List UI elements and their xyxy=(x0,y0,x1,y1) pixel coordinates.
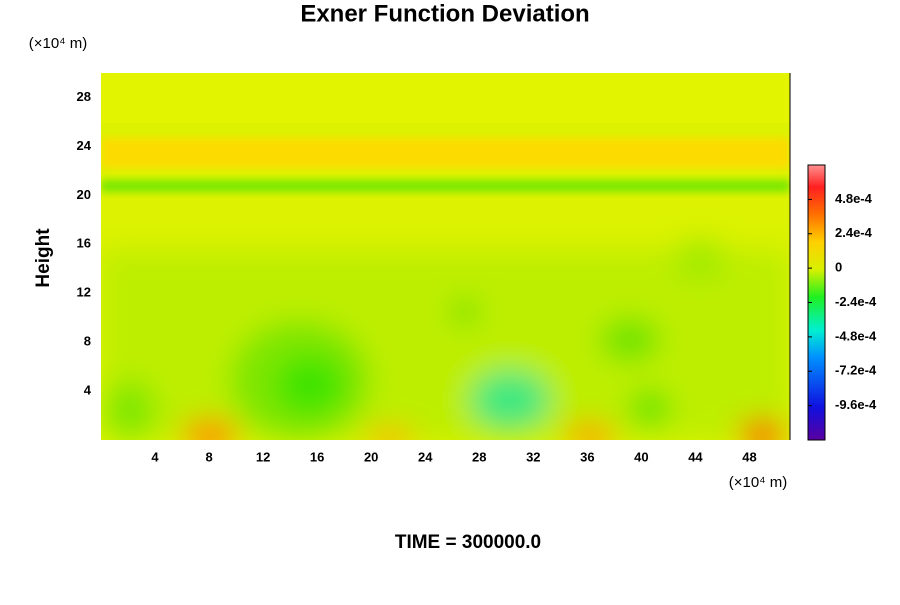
x-tick-label: 4 xyxy=(151,449,159,464)
contour-field xyxy=(101,73,790,440)
time-annotation: TIME = 300000.0 xyxy=(395,532,541,553)
y-tick-label: 28 xyxy=(77,89,91,104)
colorbar-tick-label: -2.4e-4 xyxy=(835,294,877,309)
colorbar-tick-label: 0 xyxy=(835,260,842,275)
x-tick-label: 48 xyxy=(742,449,756,464)
chart-title: Exner Function Deviation xyxy=(300,0,589,27)
x-tick-label: 16 xyxy=(310,449,324,464)
colorbar-tick-label: -7.2e-4 xyxy=(835,363,877,378)
y-tick-label: 12 xyxy=(77,285,91,300)
y-tick-label: 20 xyxy=(77,187,91,202)
colorbar-tick-label: -4.8e-4 xyxy=(835,328,877,343)
y-tick-label: 4 xyxy=(84,383,92,398)
colorbar-tick-label: 2.4e-4 xyxy=(835,225,873,240)
x-tick-label: 28 xyxy=(472,449,486,464)
colorbar-tick-label: 4.8e-4 xyxy=(835,191,873,206)
y-tick-label: 16 xyxy=(77,236,91,251)
x-tick-label: 24 xyxy=(418,449,433,464)
y-tick-label: 24 xyxy=(77,138,92,153)
colorbar-tick-label: -9.6e-4 xyxy=(835,397,877,412)
x-tick-label: 36 xyxy=(580,449,594,464)
x-tick-label: 32 xyxy=(526,449,540,464)
y-unit: (×10⁴ m) xyxy=(29,35,88,52)
x-unit: (×10⁴ m) xyxy=(729,474,788,491)
x-tick-label: 40 xyxy=(634,449,648,464)
x-tick-label: 44 xyxy=(688,449,703,464)
y-tick-label: 8 xyxy=(84,334,91,349)
x-tick-label: 12 xyxy=(256,449,270,464)
x-tick-label: 20 xyxy=(364,449,378,464)
x-tick-label: 8 xyxy=(205,449,212,464)
y-label: Height xyxy=(33,228,54,288)
